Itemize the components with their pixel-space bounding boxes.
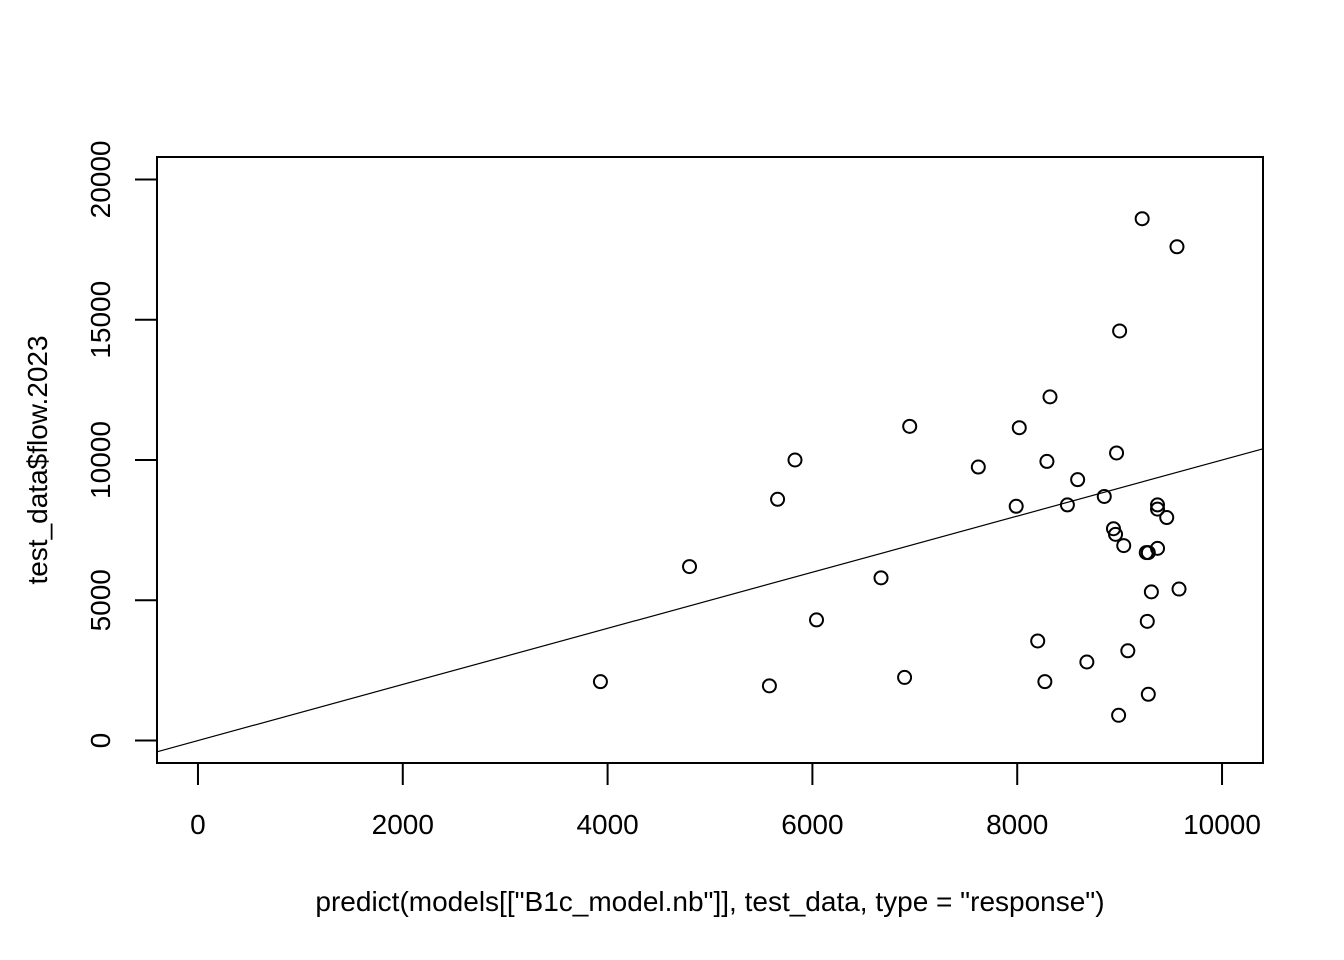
data-point [682,559,698,575]
data-point [809,612,825,628]
data-point [970,459,986,475]
x-tick-label: 0 [190,809,206,840]
x-tick-label: 6000 [781,809,843,840]
y-axis: 0 5000 10000 15000 20000 [85,141,158,749]
reference-line [156,448,1264,753]
data-point [1120,643,1136,659]
data-point [1140,686,1156,702]
y-tick-label: 0 [85,733,116,749]
x-tick-label: 4000 [576,809,638,840]
data-point [1059,497,1075,513]
x-axis: 0 2000 4000 6000 8000 10000 [190,762,1261,840]
x-axis-title: predict(models[["B1c_model.nb"]], test_d… [315,886,1104,917]
data-point [1096,488,1112,504]
data-point [1143,584,1159,600]
y-tick-label: 20000 [85,141,116,219]
plot-frame [156,156,1264,764]
data-point [1169,239,1185,255]
y-axis-title: test_data$flow.2023 [22,335,53,584]
data-point [1042,389,1058,405]
data-point [1171,581,1187,597]
data-point [1116,538,1132,554]
data-point [1030,633,1046,649]
data-point [787,452,803,468]
data-point [761,678,777,694]
data-point [1008,498,1024,514]
data-point [1139,613,1155,629]
data-point [1079,654,1095,670]
data-point [897,669,913,685]
data-point [770,491,786,507]
reference-line-group [156,448,1264,753]
data-point [1037,674,1053,690]
data-point [1108,526,1124,542]
data-point [1159,510,1175,526]
data-point [592,674,608,690]
data-point [1109,445,1125,461]
data-point [1111,707,1127,723]
data-point [1150,497,1166,513]
y-tick-label: 5000 [85,569,116,631]
x-tick-label: 10000 [1183,809,1261,840]
data-point [1039,453,1055,469]
data-point [1112,323,1128,339]
y-tick-label: 15000 [85,281,116,359]
data-point [902,418,918,434]
data-point [1070,472,1086,488]
data-point [1150,501,1166,517]
data-point [1011,420,1027,436]
data-point [1140,545,1156,561]
data-points [592,211,1187,723]
x-tick-label: 2000 [372,809,434,840]
y-tick-label: 10000 [85,421,116,499]
data-point [1150,540,1166,556]
data-point [1134,211,1150,227]
x-tick-label: 8000 [986,809,1048,840]
data-point [873,570,889,586]
